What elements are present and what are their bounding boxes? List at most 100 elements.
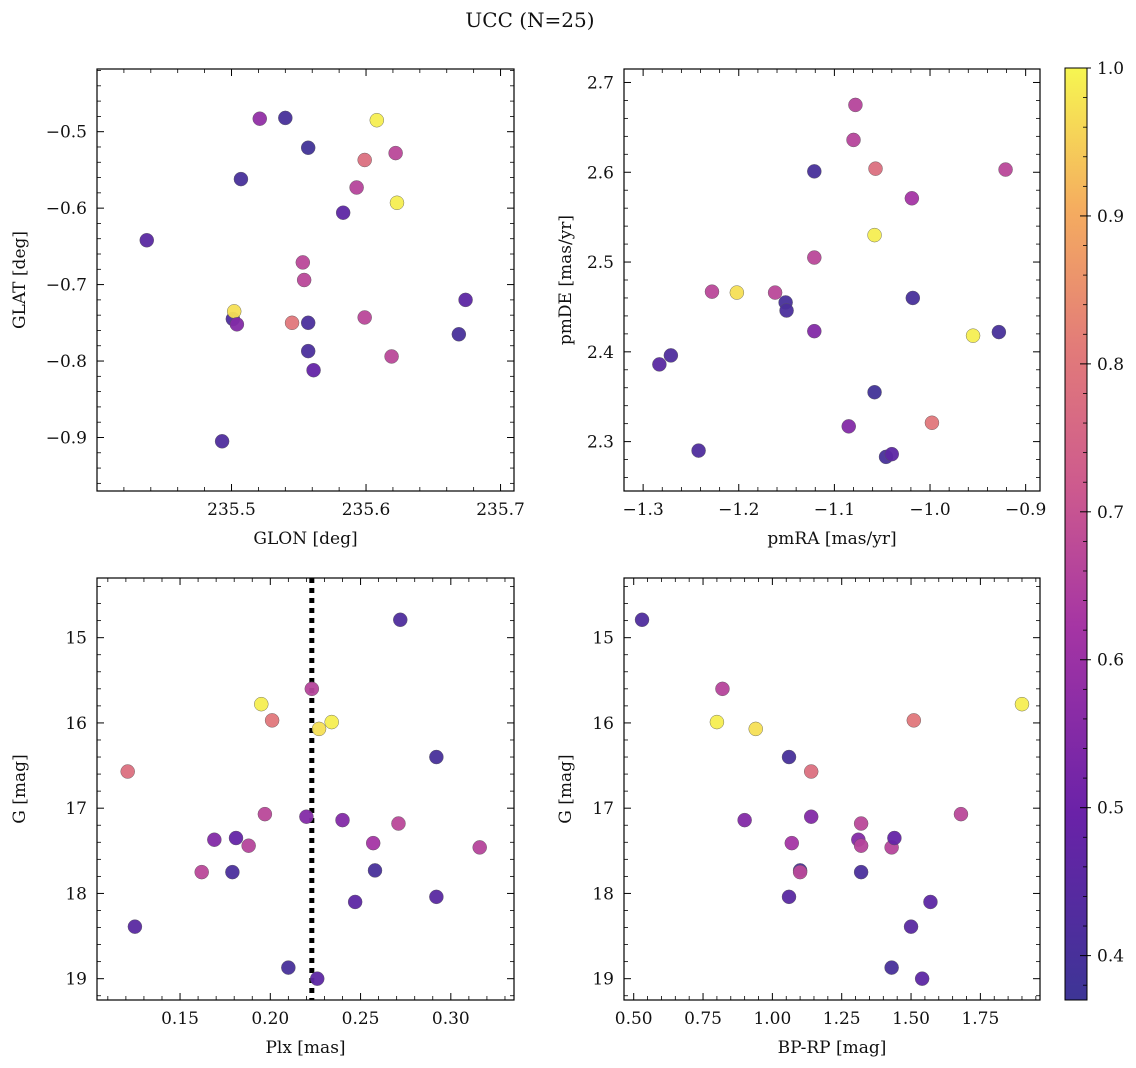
colorbar-tick-label: 0.4 bbox=[1097, 947, 1124, 967]
y-tick-label: −0.7 bbox=[46, 276, 87, 296]
x-tick-label: 1.75 bbox=[961, 1009, 999, 1029]
scatter-point bbox=[300, 343, 316, 359]
scatter-point bbox=[634, 612, 650, 627]
scatter-point bbox=[324, 714, 339, 730]
x-tick-label: 0.15 bbox=[161, 1009, 199, 1029]
x-tick-label: 0.50 bbox=[615, 1009, 653, 1029]
x-tick-label: 0.25 bbox=[342, 1009, 380, 1029]
scatter-point bbox=[472, 840, 487, 855]
scatter-point bbox=[207, 832, 222, 847]
scatter-point bbox=[853, 838, 869, 853]
colorbar-tick-label: 0.6 bbox=[1097, 651, 1124, 671]
y-tick-label: 15 bbox=[592, 629, 614, 649]
colorbar: 0.4 0.5 0.6 0.7 0.8 0.9 1.0 bbox=[1064, 59, 1124, 1001]
x-tick-label: −1.1 bbox=[814, 500, 855, 520]
scatter-point bbox=[784, 835, 799, 851]
colorbar-tick-label: 0.5 bbox=[1097, 799, 1124, 819]
scatter-point bbox=[296, 272, 312, 288]
panel-plx-g: 0.15 0.20 0.25 0.30 15 16 17 18 19 Plx [mas] G [ma… bbox=[10, 577, 515, 1058]
scatter-point bbox=[228, 830, 244, 846]
y-tick-label: −0.6 bbox=[46, 199, 87, 219]
scatter-point bbox=[998, 162, 1013, 177]
scatter-point bbox=[229, 317, 245, 332]
colorbar-tick-label: 0.9 bbox=[1097, 207, 1124, 227]
scatter-point bbox=[903, 919, 919, 934]
scatter-point bbox=[311, 721, 327, 737]
scatter-point bbox=[252, 111, 267, 126]
colorbar-tick-label: 0.7 bbox=[1097, 503, 1124, 523]
scatter-point bbox=[853, 864, 869, 880]
scatter-point bbox=[458, 292, 473, 308]
scatter-point bbox=[663, 348, 679, 363]
scatter-point bbox=[429, 749, 444, 765]
scatter-point bbox=[868, 161, 883, 176]
scatter-point bbox=[767, 285, 783, 300]
y-tick-label: 17 bbox=[65, 799, 87, 819]
x-tick-label: 0.30 bbox=[432, 1009, 470, 1029]
y-tick-label: 19 bbox=[592, 970, 614, 990]
x-axis-label: BP-RP [mag] bbox=[778, 1038, 887, 1058]
scatter-point bbox=[300, 315, 316, 331]
scatter-point bbox=[923, 894, 938, 910]
plot-area bbox=[624, 69, 1040, 491]
scatter-point bbox=[127, 919, 143, 934]
scatter-point bbox=[853, 816, 869, 831]
scatter-point bbox=[867, 227, 882, 243]
scatter-point bbox=[884, 960, 899, 975]
panel-glon-glat: 235.5 235.6 235.7 −0.9 −0.8 −0.7 −0.6 −0.5 GLON … bbox=[10, 68, 525, 549]
scatter-point bbox=[227, 304, 242, 319]
scatter-point bbox=[792, 864, 808, 880]
scatter-point bbox=[335, 205, 351, 220]
scatter-point bbox=[349, 180, 364, 195]
scatter-point bbox=[367, 863, 383, 878]
scatter-point bbox=[804, 809, 819, 824]
scatter-point bbox=[779, 303, 794, 318]
scatter-point bbox=[846, 132, 861, 148]
scatter-point bbox=[393, 612, 408, 627]
y-tick-label: 2.6 bbox=[587, 163, 614, 183]
scatter-point bbox=[384, 349, 399, 364]
axes-frame bbox=[96, 577, 515, 1001]
x-tick-label: −1.0 bbox=[909, 500, 950, 520]
y-tick-label: 18 bbox=[65, 884, 87, 904]
y-tick-label: −0.5 bbox=[46, 123, 87, 143]
scatter-point bbox=[357, 152, 372, 168]
scatter-point bbox=[924, 415, 940, 430]
y-tick-label: −0.9 bbox=[46, 428, 87, 448]
scatter-point bbox=[254, 696, 269, 712]
x-tick-label: 235.5 bbox=[207, 500, 256, 520]
scatter-point bbox=[807, 250, 822, 265]
x-tick-label: 1.25 bbox=[823, 1009, 861, 1029]
x-tick-label: 0.20 bbox=[251, 1009, 289, 1029]
x-tick-label: 235.7 bbox=[476, 500, 525, 520]
scatter-point bbox=[369, 113, 384, 128]
axes-frame bbox=[623, 577, 1041, 1001]
colorbar-tick-label: 1.0 bbox=[1097, 59, 1124, 79]
scatter-point bbox=[691, 443, 706, 458]
scatter-point bbox=[904, 191, 920, 206]
x-tick-label: 0.75 bbox=[684, 1009, 722, 1029]
scatter-point bbox=[841, 419, 856, 434]
scatter-point bbox=[953, 806, 969, 822]
y-axis-label: GLAT [deg] bbox=[10, 231, 30, 329]
y-tick-label: 2.7 bbox=[587, 73, 614, 93]
scatter-point bbox=[737, 812, 752, 828]
scatter-point bbox=[848, 97, 863, 113]
scatter-point bbox=[729, 285, 745, 300]
scatter-point bbox=[241, 838, 256, 853]
axes-frame bbox=[96, 68, 515, 492]
scatter-point bbox=[300, 140, 316, 155]
scatter-point bbox=[388, 145, 403, 161]
scatter-point bbox=[781, 749, 797, 765]
scatter-point bbox=[906, 713, 922, 728]
scatter-point bbox=[715, 681, 730, 697]
colorbar-tick-label: 0.8 bbox=[1097, 355, 1124, 375]
y-tick-label: 2.3 bbox=[587, 433, 614, 453]
scatter-point bbox=[295, 255, 311, 270]
scatter-point bbox=[357, 310, 372, 325]
y-tick-label: 2.5 bbox=[587, 253, 614, 273]
scatter-point bbox=[991, 324, 1007, 340]
scatter-point bbox=[709, 714, 725, 730]
y-tick-label: 16 bbox=[65, 714, 87, 734]
panel-bprp-g: 0.50 0.75 1.00 1.25 1.50 1.75 15 16 17 18 19 BP-RP … bbox=[556, 577, 1041, 1058]
